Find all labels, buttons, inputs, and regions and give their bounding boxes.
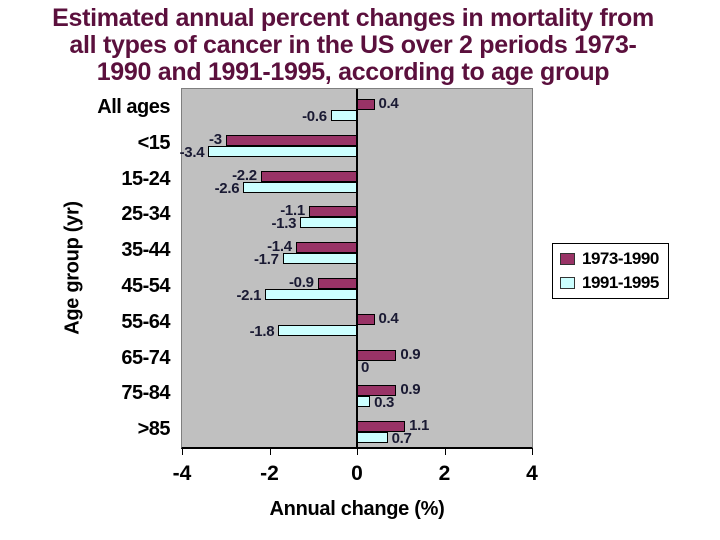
category-label-all-ages: All ages [97, 95, 170, 118]
bar-1973-1990-15 [225, 134, 357, 146]
category-label-75-84: 75-84 [121, 382, 170, 405]
legend-swatch-1973-1990 [560, 253, 575, 266]
bar-1991-1995-35-44 [282, 253, 357, 265]
bar-1973-1990-all-ages [357, 99, 375, 110]
x-tick-4 [532, 448, 533, 455]
x-axis-title: Annual change (%) [269, 498, 445, 520]
chart-title-line-2: all types of cancer in the US over 2 per… [69, 31, 637, 59]
bar-label-1973-1990-85: 1.1 [409, 417, 430, 435]
category-label-55-64: 55-64 [121, 310, 170, 333]
bar-1973-1990-15-24 [260, 170, 357, 182]
bar-label-1973-1990-15: -3 [209, 130, 222, 148]
bar-label-1991-1995-25-34: -1.3 [271, 215, 297, 233]
bar-1973-1990-55-64 [357, 313, 375, 325]
category-label-65-74: 65-74 [121, 346, 170, 369]
chart-title-line-3: 1990 and 1991-1995, according to age gro… [96, 58, 610, 86]
bar-1973-1990-45-54 [317, 278, 357, 289]
x-tick-label-4: -4 [172, 462, 192, 485]
bar-label-1973-1990-75-84: 0.9 [400, 381, 421, 399]
category-label-85: >85 [137, 418, 171, 441]
bar-1991-1995-85 [357, 432, 388, 444]
bar-1973-1990-35-44 [295, 242, 357, 254]
bar-label-1973-1990-25-34: -1.1 [280, 202, 305, 220]
x-tick-4 [182, 448, 183, 455]
bar-label-1973-1990-45-54: -0.9 [288, 274, 314, 291]
bar-label-1991-1995-65-74: 0 [361, 358, 370, 376]
bar-1973-1990-25-34 [308, 206, 357, 218]
legend-item-1973-1990: 1973-1990 [560, 249, 661, 269]
bar-label-1991-1995-45-54: -2.1 [236, 287, 262, 304]
bar-label-1973-1990-all-ages: 0.4 [378, 95, 399, 112]
bar-label-1991-1995-15-24: -2.6 [214, 179, 240, 197]
bar-label-1973-1990-55-64: 0.4 [378, 309, 399, 327]
bar-label-1991-1995-85: 0.7 [391, 430, 412, 448]
bar-label-1991-1995-15: -3.4 [179, 143, 205, 161]
legend-label-1973-1990: 1973-1990 [582, 249, 659, 269]
plot-area: 0.4 -0.6 -3 -3.4 -2.2 -2.6 -1.1 -1.3 -1.4 -1.7 -0.… [179, 88, 533, 449]
legend: 1973-1990 1991-1995 [552, 243, 669, 299]
bar-1991-1995-15-24 [243, 181, 357, 193]
x-tick-label-2: 2 [438, 462, 451, 485]
bar-1991-1995-55-64 [278, 324, 357, 336]
zero-axis-line [356, 89, 358, 447]
bar-label-1991-1995-35-44: -1.7 [253, 251, 279, 269]
x-tick-0 [357, 448, 358, 455]
bar-1991-1995-45-54 [265, 289, 357, 300]
chart-title: Estimated annual percent changes in mort… [0, 5, 706, 86]
bar-label-1973-1990-65-74: 0.9 [400, 345, 421, 363]
bar-label-1973-1990-15-24: -2.2 [232, 166, 257, 184]
chart-title-line-1: Estimated annual percent changes in mort… [52, 4, 654, 32]
category-label-15: <15 [137, 131, 171, 154]
x-tick-label-4: 4 [526, 462, 538, 485]
legend-item-1991-1995: 1991-1995 [560, 273, 661, 293]
bar-1973-1990-85 [357, 421, 406, 433]
bar-1991-1995-75-84 [357, 396, 371, 408]
bar-label-1973-1990-35-44: -1.4 [267, 238, 292, 256]
legend-label-1991-1995: 1991-1995 [582, 272, 659, 292]
bar-1973-1990-75-84 [357, 385, 397, 397]
x-tick-2 [269, 448, 271, 455]
bar-label-1991-1995-75-84: 0.3 [374, 394, 395, 412]
bar-1991-1995-15 [208, 145, 357, 157]
bar-1991-1995-25-34 [300, 217, 357, 229]
bar-label-1991-1995-55-64: -1.8 [249, 322, 275, 340]
legend-swatch-1991-1995 [560, 276, 575, 289]
x-tick-label-2: -2 [260, 462, 279, 485]
x-tick-2 [444, 448, 446, 455]
x-tick-label-0: 0 [351, 462, 363, 485]
category-label-15-24: 15-24 [121, 167, 170, 190]
bar-1973-1990-65-74 [357, 349, 397, 361]
category-label-45-54: 45-54 [121, 274, 170, 297]
bar-label-1991-1995-all-ages: -0.6 [302, 108, 327, 125]
category-label-25-34: 25-34 [121, 203, 170, 226]
bar-1991-1995-all-ages [330, 110, 357, 121]
category-label-35-44: 35-44 [121, 239, 170, 262]
